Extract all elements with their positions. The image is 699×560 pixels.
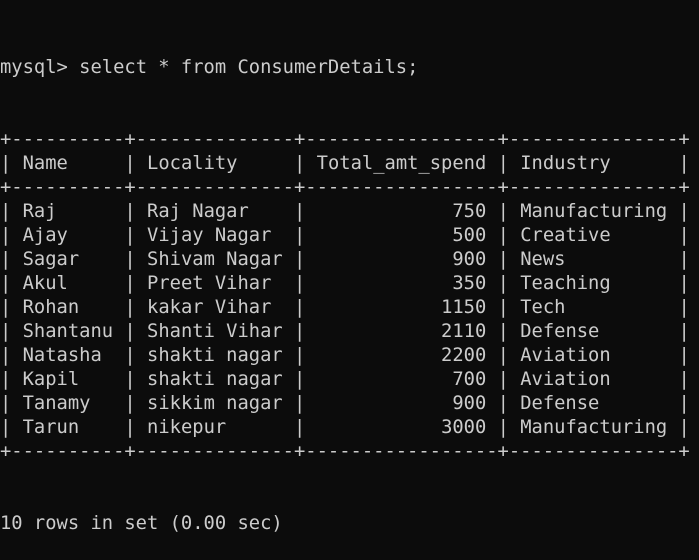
table-cell: shakti nagar	[147, 345, 283, 366]
table-cell: shakti nagar	[147, 369, 283, 390]
table-cell: 750	[452, 201, 487, 222]
table-row: | Shantanu | Shanti Vihar | 2110 | Defen…	[0, 321, 690, 342]
table-cell: 350	[452, 273, 487, 294]
table-cell: Rohan	[22, 297, 80, 318]
table-cell: News	[520, 249, 566, 270]
terminal-window[interactable]: mysql> select * from ConsumerDetails; +-…	[0, 8, 690, 560]
table-cell: Vijay Nagar	[147, 225, 272, 246]
result-footer: 10 rows in set (0.00 sec)	[0, 513, 283, 534]
table-row: | Tanamy | sikkim nagar | 900 | Defense …	[0, 393, 690, 414]
table-cell: Shantanu	[22, 321, 114, 342]
result-table: +----------+--------------+-------------…	[0, 128, 690, 464]
table-cell: Aviation	[520, 369, 611, 390]
table-row: | Tarun | nikepur | 3000 | Manufacturing…	[0, 417, 690, 438]
column-header: Industry	[520, 153, 611, 174]
table-cell: Raj Nagar	[147, 201, 249, 222]
column-header: Total_amt_spend	[316, 153, 487, 174]
table-cell: Manufacturing	[520, 201, 668, 222]
table-row: | Kapil | shakti nagar | 700 | Aviation …	[0, 369, 690, 390]
table-cell: Akul	[22, 273, 68, 294]
table-cell: Natasha	[22, 345, 102, 366]
table-cell: Shanti Vihar	[147, 321, 283, 342]
table-cell: Preet Vihar	[147, 273, 272, 294]
table-cell: Creative	[520, 225, 611, 246]
table-cell: 2200	[441, 345, 487, 366]
table-cell: Ajay	[22, 225, 68, 246]
prompt: mysql>	[0, 57, 80, 78]
table-cell: Defense	[520, 321, 600, 342]
table-cell: 2110	[441, 321, 487, 342]
table-cell: 900	[452, 393, 487, 414]
table-cell: Tech	[520, 297, 566, 318]
table-cell: Teaching	[520, 273, 611, 294]
table-border: +----------+--------------+-------------…	[0, 129, 690, 150]
table-cell: 1150	[441, 297, 487, 318]
table-cell: 500	[452, 225, 487, 246]
table-border: +----------+--------------+-------------…	[0, 441, 690, 462]
table-cell: Kapil	[22, 369, 80, 390]
table-cell: 900	[452, 249, 487, 270]
table-cell: Aviation	[520, 345, 611, 366]
table-row: | Ajay | Vijay Nagar | 500 | Creative |	[0, 225, 690, 246]
table-cell: Tarun	[22, 417, 80, 438]
table-cell: Shivam Nagar	[147, 249, 283, 270]
column-header: Name	[22, 153, 68, 174]
table-cell: 700	[452, 369, 487, 390]
table-cell: Defense	[520, 393, 600, 414]
table-cell: kakar Vihar	[147, 297, 272, 318]
table-cell: Manufacturing	[520, 417, 668, 438]
table-cell: Tanamy	[22, 393, 91, 414]
table-border: +----------+--------------+-------------…	[0, 177, 690, 198]
table-cell: sikkim nagar	[147, 393, 283, 414]
table-row: | Sagar | Shivam Nagar | 900 | News |	[0, 249, 690, 270]
table-cell: Sagar	[22, 249, 80, 270]
table-cell: nikepur	[147, 417, 227, 438]
table-row: | Rohan | kakar Vihar | 1150 | Tech |	[0, 297, 690, 318]
command-line: mysql> select * from ConsumerDetails;	[0, 56, 690, 80]
table-row: | Akul | Preet Vihar | 350 | Teaching |	[0, 273, 690, 294]
table-cell: Raj	[22, 201, 57, 222]
table-row: | Natasha | shakti nagar | 2200 | Aviati…	[0, 345, 690, 366]
table-row: | Raj | Raj Nagar | 750 | Manufacturing …	[0, 201, 690, 222]
command-text: select * from ConsumerDetails;	[79, 57, 419, 78]
column-header: Locality	[147, 153, 238, 174]
table-header: | Name | Locality | Total_amt_spend | In…	[0, 153, 690, 174]
table-cell: 3000	[441, 417, 487, 438]
